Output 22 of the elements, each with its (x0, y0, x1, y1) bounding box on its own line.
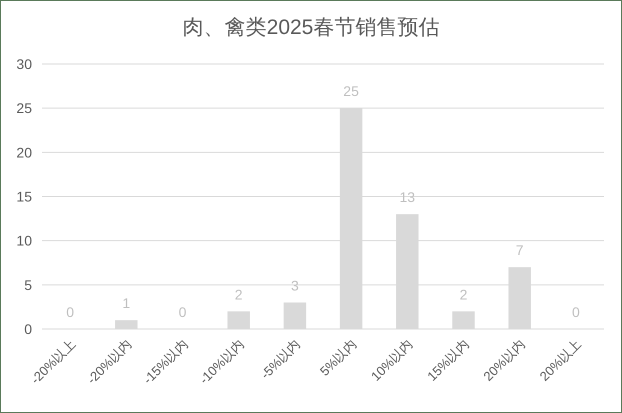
y-tick-label: 30 (16, 56, 32, 72)
data-label: 25 (343, 83, 360, 100)
data-label: 13 (400, 189, 416, 206)
y-tick-label: 15 (16, 188, 32, 204)
chart-title: 肉、禽类2025春节销售预估 (182, 16, 440, 39)
data-label: 0 (178, 304, 187, 320)
y-tick-label: 0 (24, 321, 32, 337)
y-tick-label: 20 (16, 144, 32, 160)
data-label: 1 (122, 295, 130, 312)
data-label: 7 (516, 242, 524, 258)
x-tick-label: 5%以内 (316, 336, 360, 379)
x-tick-label: 15%以内 (424, 336, 472, 384)
x-tick-label: 10%以内 (368, 336, 416, 384)
y-tick-label: 5 (24, 276, 32, 293)
data-label: 2 (460, 286, 468, 302)
data-label: 2 (234, 286, 243, 302)
y-tick-label: 25 (16, 100, 32, 116)
x-tick-label: -5%以内 (258, 336, 304, 382)
y-tick-label: 10 (16, 232, 32, 249)
data-label: 0 (66, 304, 74, 320)
data-label: 0 (572, 304, 580, 320)
data-label: 3 (291, 278, 299, 294)
